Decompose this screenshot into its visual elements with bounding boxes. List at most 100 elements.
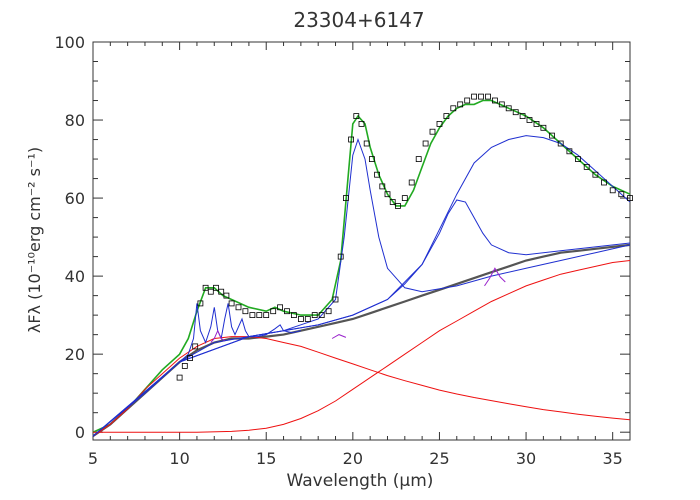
observed-point xyxy=(332,296,339,303)
observed-point xyxy=(197,300,204,307)
observed-point xyxy=(429,128,436,135)
series-line-features-6 xyxy=(92,135,631,437)
observed-point xyxy=(218,288,225,295)
observed-point xyxy=(374,171,381,178)
observed-point xyxy=(415,156,422,163)
plot-frame xyxy=(92,41,631,441)
series-line-small_features-9 xyxy=(331,334,347,339)
observed-point xyxy=(389,199,396,205)
model-curves xyxy=(92,99,631,438)
x-axis-ticks: 5 10 15 20 25 30 35 xyxy=(88,42,623,468)
observed-point xyxy=(575,156,581,163)
observed-point xyxy=(263,312,270,319)
chart-title: 23304+6147 xyxy=(293,8,424,32)
y-axis-label: λFλ (10⁻¹⁰erg cm⁻² s⁻¹) xyxy=(25,147,44,333)
series-line-features-5 xyxy=(92,199,631,437)
observed-point xyxy=(325,308,332,315)
observed-point xyxy=(277,304,284,311)
observed-point xyxy=(533,121,540,127)
observed-point xyxy=(422,140,429,147)
y-tick-label: 80 xyxy=(65,111,85,130)
observed-point xyxy=(337,253,344,260)
observed-point xyxy=(181,362,188,369)
observed-point xyxy=(498,101,505,108)
series-line-total_model-0 xyxy=(92,99,631,433)
observed-point xyxy=(353,113,360,119)
observed-point xyxy=(583,163,590,170)
observed-point xyxy=(512,109,519,116)
observed-point xyxy=(270,308,277,315)
observed-point xyxy=(311,312,318,319)
observed-point xyxy=(348,136,355,143)
x-tick-label: 5 xyxy=(88,449,98,468)
observed-point xyxy=(464,97,471,104)
observed-point xyxy=(457,101,464,108)
observed-point xyxy=(249,312,256,319)
series-line-continuum_sum-1 xyxy=(92,243,631,438)
observed-point xyxy=(627,195,633,202)
series-line-features-4 xyxy=(92,137,631,437)
observed-point xyxy=(491,97,498,104)
series-line-small_features-10 xyxy=(484,267,506,287)
y-tick-label: 60 xyxy=(65,189,85,208)
x-tick-label: 15 xyxy=(256,449,276,468)
observed-point xyxy=(401,195,408,202)
observed-point xyxy=(192,343,199,350)
observed-point xyxy=(526,117,533,123)
observed-point xyxy=(342,195,349,202)
y-tick-label: 0 xyxy=(75,423,85,442)
observed-point xyxy=(471,93,478,100)
x-tick-label: 35 xyxy=(602,449,622,468)
observed-point xyxy=(540,124,547,131)
x-tick-label: 25 xyxy=(429,449,449,468)
series-line-small_features-8 xyxy=(210,329,225,343)
observed-point xyxy=(549,132,555,139)
observed-point xyxy=(284,308,290,315)
observed-point xyxy=(213,284,219,291)
x-axis-label: Wavelength (μm) xyxy=(287,471,434,491)
observed-point xyxy=(505,105,512,112)
observed-point xyxy=(601,179,607,186)
observed-point xyxy=(187,355,193,362)
series-line-features-7 xyxy=(179,303,302,363)
x-tick-label: 10 xyxy=(169,449,189,468)
series-line-dust_components-3 xyxy=(93,260,631,433)
observed-point xyxy=(202,284,209,291)
observed-point xyxy=(318,312,325,319)
observed-point xyxy=(478,93,484,100)
observed-point xyxy=(368,156,375,163)
observed-points xyxy=(176,93,633,381)
y-axis-ticks: 0 20 40 60 80 100 xyxy=(54,33,630,442)
observed-point xyxy=(297,316,304,322)
observed-point xyxy=(519,113,526,119)
observed-point xyxy=(485,93,491,100)
observed-point xyxy=(408,179,415,186)
observed-point xyxy=(557,140,564,147)
observed-point xyxy=(443,113,450,119)
series-line-dust_components-2 xyxy=(92,336,631,437)
observed-point xyxy=(242,308,249,315)
x-tick-label: 20 xyxy=(343,449,363,468)
y-tick-label: 20 xyxy=(65,345,85,364)
observed-point xyxy=(436,121,443,127)
y-tick-label: 100 xyxy=(54,33,85,52)
observed-point xyxy=(566,148,573,155)
observed-point xyxy=(394,202,401,209)
y-tick-label: 40 xyxy=(65,267,85,286)
observed-point xyxy=(223,292,230,299)
observed-point xyxy=(176,374,183,381)
observed-point xyxy=(256,312,263,319)
observed-point xyxy=(228,300,235,307)
observed-point xyxy=(618,191,625,198)
observed-point xyxy=(207,288,214,295)
observed-point xyxy=(304,316,311,322)
observed-point xyxy=(609,187,616,194)
observed-point xyxy=(358,121,365,127)
observed-point xyxy=(235,304,242,311)
observed-point xyxy=(450,105,457,112)
x-tick-label: 30 xyxy=(516,449,536,468)
observed-point xyxy=(592,171,599,178)
observed-point xyxy=(363,140,370,147)
observed-point xyxy=(384,191,391,198)
